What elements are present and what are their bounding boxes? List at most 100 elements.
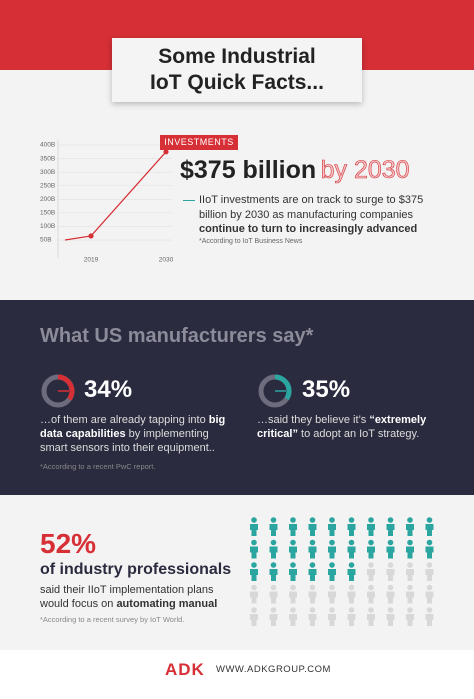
person-body [425, 614, 434, 626]
body-text: IIoT investments are on track to surge t… [199, 194, 424, 221]
person-head [407, 607, 413, 613]
note: *According to IoT Business News [199, 238, 303, 245]
person-head [309, 539, 316, 546]
person-icon [367, 562, 375, 581]
person-head [329, 517, 335, 523]
person-body [347, 524, 356, 536]
title-line: Some Industrial [158, 45, 316, 68]
person-body [406, 546, 414, 559]
brand: ADK [165, 660, 205, 679]
person-head [407, 584, 413, 591]
person-icon [308, 562, 317, 581]
person-body [425, 569, 434, 581]
person-icon [425, 584, 434, 604]
dark-section [0, 300, 474, 495]
y-tick-label: 50B [40, 237, 52, 244]
person-icon [386, 584, 395, 604]
person-icon [328, 539, 336, 559]
person-body [289, 569, 297, 581]
person-icon [347, 607, 356, 626]
person-head [368, 539, 374, 546]
person-body [406, 569, 414, 581]
person-icon [406, 539, 414, 559]
person-icon [347, 517, 356, 536]
note: *According to a recent PwC report. [40, 462, 156, 471]
headline-value: $375 billion [180, 156, 317, 184]
point [88, 233, 94, 239]
person-head [329, 584, 335, 591]
person-head [251, 584, 257, 591]
person-head [387, 539, 394, 546]
person-body [308, 614, 317, 626]
accent-line [183, 200, 195, 201]
person-body [250, 569, 258, 581]
person-icon [328, 607, 336, 626]
person-body [406, 591, 414, 604]
person-icon [367, 517, 375, 536]
person-head [407, 539, 413, 546]
person-body [308, 524, 317, 536]
person-body [269, 614, 278, 626]
gauge-icon [41, 374, 75, 408]
person-icon [269, 539, 278, 559]
person-body [367, 614, 375, 626]
body-text: said their IIoT implementation plans wou… [40, 584, 214, 610]
person-head [290, 584, 296, 591]
headline-suffix: by 2030 [320, 156, 410, 185]
person-icon [269, 607, 278, 626]
stat-text-part: …of them are already tapping into [40, 414, 206, 426]
person-body [250, 614, 258, 626]
person-head [329, 607, 335, 613]
person-icon [386, 539, 395, 559]
person-icon [406, 584, 414, 604]
person-icon [328, 584, 336, 604]
stat-text-part: to adopt an IoT strategy. [297, 428, 420, 440]
person-head [270, 584, 277, 591]
person-head [426, 539, 433, 546]
person-icon [386, 517, 395, 536]
person-head [348, 562, 355, 568]
person-icon [367, 539, 375, 559]
person-body [289, 546, 297, 559]
y-tick-label: 100B [40, 223, 55, 230]
person-body [289, 591, 297, 604]
person-body [367, 524, 375, 536]
person-head [251, 562, 257, 568]
person-icon [269, 517, 278, 536]
person-icon [289, 607, 297, 626]
person-body [406, 614, 414, 626]
person-icon [347, 584, 356, 604]
person-body [386, 614, 395, 626]
person-body [367, 591, 375, 604]
url[interactable]: WWW.ADKGROUP.COM [216, 664, 331, 675]
person-icon [367, 607, 375, 626]
section-title: What US manufacturers say* [40, 325, 314, 347]
person-body [406, 524, 414, 536]
person-head [368, 562, 374, 568]
lead: of industry professionals [40, 561, 232, 578]
person-icon [328, 562, 336, 581]
person-body [328, 614, 336, 626]
person-icon [250, 539, 258, 559]
person-icon [386, 607, 395, 626]
person-icon [425, 562, 434, 581]
person-icon [250, 584, 258, 604]
y-tick-label: 300B [40, 169, 55, 176]
person-body [425, 591, 434, 604]
people-grid [250, 517, 434, 626]
person-icon [347, 539, 356, 559]
person-icon [250, 562, 258, 581]
y-tick-label: 350B [40, 155, 55, 162]
person-head [348, 607, 355, 613]
person-head [387, 584, 394, 591]
body: IIoT investments are on track to surge t… [199, 193, 424, 237]
x-tick-label: 2019 [84, 257, 99, 264]
person-body [425, 546, 434, 559]
person-head [290, 517, 296, 523]
person-head [329, 539, 335, 546]
person-body [269, 524, 278, 536]
person-body [250, 591, 258, 604]
headline: $375 billion by 2030 [180, 156, 410, 185]
person-body [347, 546, 356, 559]
person-body [425, 524, 434, 536]
